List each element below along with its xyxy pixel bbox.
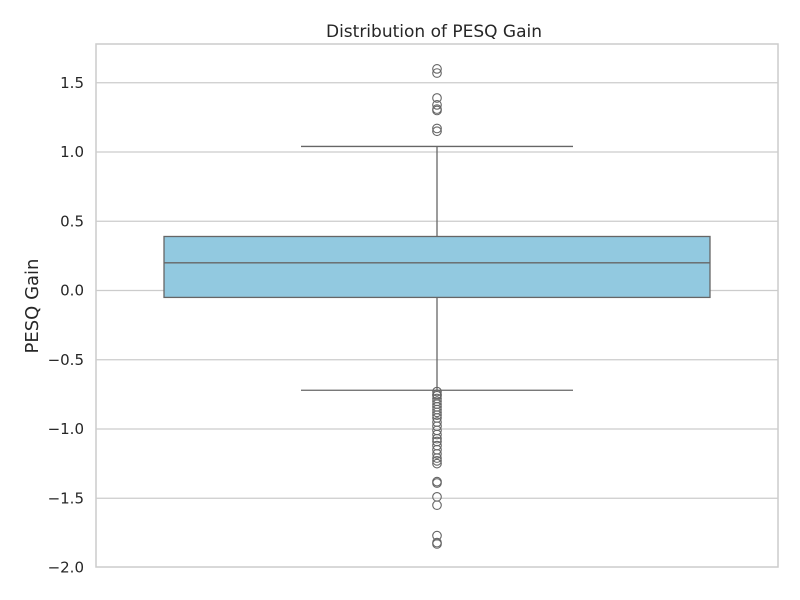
outlier-point xyxy=(432,93,442,103)
outlier-point xyxy=(432,429,442,440)
outlier-point xyxy=(432,100,442,110)
outlier-point xyxy=(432,410,442,421)
y-tick-label: 0.5 xyxy=(60,212,84,230)
outlier-point xyxy=(432,449,442,459)
outlier-point xyxy=(432,386,442,397)
plot-frame xyxy=(95,43,779,568)
outlier-point xyxy=(432,500,442,511)
outlier-point xyxy=(432,105,442,116)
outlier-point xyxy=(432,68,442,78)
outlier-point xyxy=(432,458,442,469)
outlier-point xyxy=(432,407,442,418)
y-axis-label: PESQ Gain xyxy=(22,259,43,354)
outlier-point xyxy=(432,433,442,444)
outlier-point xyxy=(432,453,442,463)
y-tick-label: 0.0 xyxy=(60,282,84,300)
iqr-box xyxy=(163,235,711,299)
outlier-point xyxy=(432,539,442,549)
y-tick-label: −2.0 xyxy=(48,559,84,577)
outlier-point xyxy=(432,123,442,134)
outlier-point xyxy=(432,478,442,488)
box-group xyxy=(163,145,711,391)
y-tick-label: −0.5 xyxy=(48,351,84,369)
chart-title: Distribution of PESQ Gain xyxy=(326,22,542,42)
y-tick-label: −1.5 xyxy=(48,489,84,507)
y-tick-labels: 1.5 1.0 0.5 0.0 −0.5 −1.0 −1.5 −2.0 xyxy=(48,74,84,577)
y-tick-label: 1.0 xyxy=(60,143,84,161)
outlier-points xyxy=(432,64,442,549)
y-tick-label: −1.0 xyxy=(48,420,84,438)
outlier-point xyxy=(432,492,442,502)
outlier-point xyxy=(432,456,442,466)
outlier-point xyxy=(432,126,442,137)
outlier-point xyxy=(432,64,442,74)
y-tick-label: 1.5 xyxy=(60,74,84,92)
